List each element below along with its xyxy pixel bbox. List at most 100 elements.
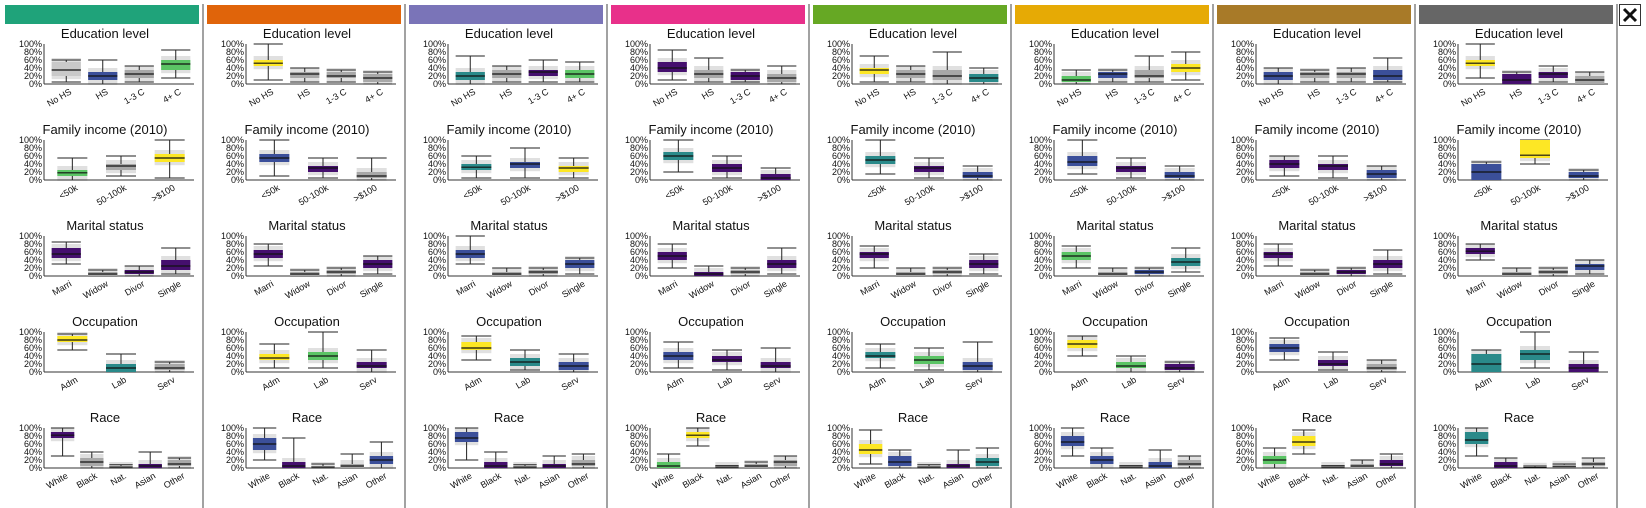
box [154, 364, 185, 370]
category-label: Other [1172, 471, 1196, 491]
y-tick-label: 80% [24, 431, 42, 441]
y-tick-label: 20% [1438, 167, 1456, 177]
panel-title: Family income (2010) [1457, 122, 1582, 137]
category-label: <50k [865, 182, 888, 201]
y-tick-label: 40% [1438, 351, 1456, 361]
box [656, 462, 681, 468]
box [1292, 436, 1316, 446]
box [760, 174, 791, 180]
panel-title: Race [1504, 410, 1534, 425]
y-tick-label: 60% [226, 439, 244, 449]
category-label: Lab [514, 375, 532, 391]
y-tick-label: 100% [423, 39, 446, 49]
y-tick-label: 100% [19, 135, 42, 145]
box [1471, 354, 1502, 372]
y-tick-label: 100% [221, 231, 244, 241]
category-label: >$100 [958, 183, 985, 204]
category-label: Adm [1472, 375, 1493, 393]
y-tick-label: 60% [832, 55, 850, 65]
y-tick-label: 20% [1236, 455, 1254, 465]
category-label: 1-3 C [526, 86, 550, 106]
panel-title: Occupation [678, 314, 744, 329]
y-tick-label: 60% [24, 151, 42, 161]
y-tick-label: 100% [221, 39, 244, 49]
category-label: Asian [941, 471, 965, 491]
y-tick-label: 60% [226, 151, 244, 161]
category-label: Other [970, 471, 994, 491]
y-tick-label: 80% [1438, 335, 1456, 345]
y-tick-label: 0% [837, 367, 850, 377]
box [1263, 252, 1293, 258]
box [657, 62, 687, 72]
box [1116, 362, 1146, 368]
y-tick-label: 100% [1029, 327, 1052, 337]
category-label: Other [364, 471, 388, 491]
y-tick-label: 100% [1433, 39, 1456, 49]
category-label: Asian [335, 471, 359, 491]
y-tick-label: 100% [1231, 39, 1254, 49]
y-tick-label: 20% [428, 167, 446, 177]
category-label: 1-3 C [1536, 86, 1560, 106]
y-tick-label: 40% [1438, 159, 1456, 169]
column-color-bar-2 [207, 5, 401, 24]
y-tick-label: 0% [231, 367, 244, 377]
category-label: Divor [123, 279, 146, 298]
y-tick-label: 100% [827, 135, 850, 145]
category-label: Widow [1293, 278, 1322, 300]
category-label: Divor [325, 279, 348, 298]
y-tick-label: 100% [1231, 327, 1254, 337]
y-tick-label: 80% [1236, 335, 1254, 345]
y-tick-label: 40% [1236, 255, 1254, 265]
panel-title: Occupation [1284, 314, 1350, 329]
column-color-bar-6 [1015, 5, 1209, 24]
y-tick-label: 0% [1039, 79, 1052, 89]
panel-title: Race [898, 410, 928, 425]
column-color-bar-5 [813, 5, 1007, 24]
category-label: Serv [1368, 374, 1389, 392]
category-label: Other [1576, 471, 1600, 491]
box [484, 462, 508, 468]
y-tick-label: 60% [24, 55, 42, 65]
y-tick-label: 60% [1236, 247, 1254, 257]
y-tick-label: 0% [1039, 175, 1052, 185]
close-button[interactable] [1619, 4, 1641, 26]
category-label: >$100 [756, 183, 783, 204]
category-label: 50-100k [297, 182, 331, 207]
y-tick-label: 0% [433, 271, 446, 281]
y-tick-label: 0% [837, 175, 850, 185]
panel-title: Family income (2010) [1053, 122, 1178, 137]
category-label: Nat. [513, 471, 532, 488]
panel-title: Marital status [470, 218, 548, 233]
panel-title: Marital status [874, 218, 952, 233]
box [161, 260, 191, 270]
category-label: No HS [45, 87, 73, 109]
column-color-bar-4 [611, 5, 805, 24]
y-tick-label: 80% [428, 239, 446, 249]
y-tick-label: 0% [1241, 367, 1254, 377]
category-label: 50-100k [903, 182, 937, 207]
column-color-bar-8 [1419, 5, 1613, 24]
y-tick-label: 60% [832, 343, 850, 353]
y-tick-label: 80% [630, 239, 648, 249]
box [259, 354, 290, 360]
y-tick-label: 40% [630, 63, 648, 73]
category-label: No HS [1257, 87, 1285, 109]
y-tick-label: 20% [1438, 263, 1456, 273]
y-tick-label: 60% [630, 439, 648, 449]
y-tick-label: 80% [832, 239, 850, 249]
box [51, 248, 81, 258]
y-tick-label: 100% [827, 39, 850, 49]
category-label: Widow [1495, 278, 1524, 300]
y-tick-label: 40% [226, 447, 244, 457]
y-tick-label: 0% [837, 463, 850, 473]
category-label: Nat. [1321, 471, 1340, 488]
panel-title: Marital status [268, 218, 346, 233]
y-tick-label: 60% [24, 247, 42, 257]
y-tick-label: 0% [29, 271, 42, 281]
category-label: Serv [1166, 374, 1187, 392]
y-tick-label: 100% [1029, 231, 1052, 241]
box [1177, 460, 1202, 466]
y-tick-label: 80% [226, 239, 244, 249]
category-label: Black [1287, 470, 1311, 490]
y-tick-label: 40% [1034, 447, 1052, 457]
